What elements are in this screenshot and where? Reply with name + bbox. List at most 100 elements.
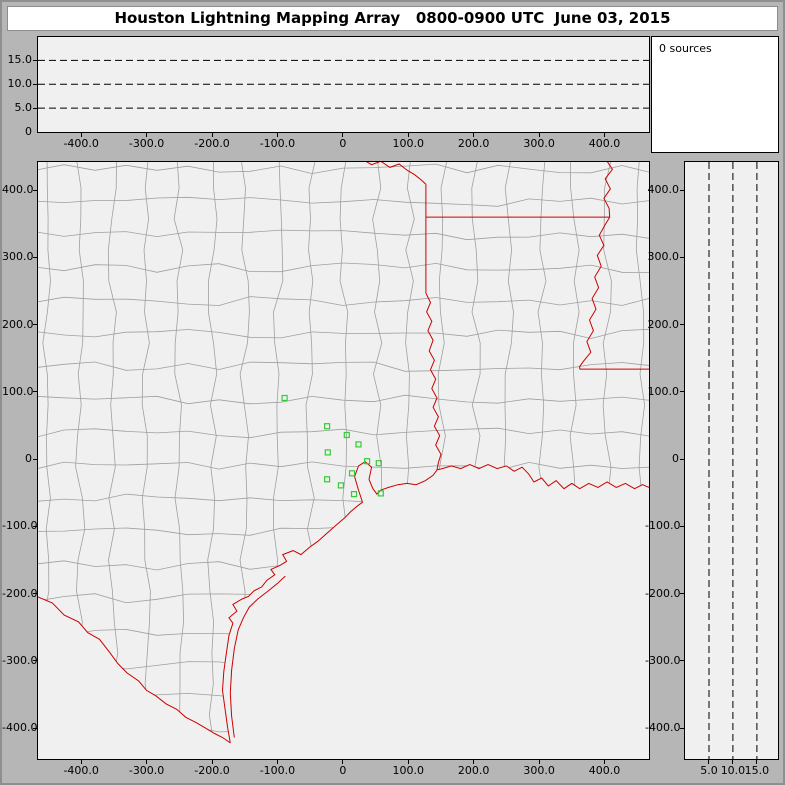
tick-label: 100.0 bbox=[392, 764, 425, 777]
tick-label: -100.0 bbox=[259, 764, 296, 777]
tick-label: 0 bbox=[25, 125, 32, 138]
state-borders bbox=[38, 162, 649, 744]
tick-mark bbox=[680, 727, 684, 729]
tick-mark bbox=[33, 256, 37, 258]
feature-mississippi-river bbox=[579, 162, 614, 370]
station-marker bbox=[324, 423, 331, 430]
tick-mark bbox=[604, 133, 606, 137]
sources-count: 0 sources bbox=[659, 42, 712, 55]
tick-label: 10.0 bbox=[720, 764, 746, 777]
tick-label: -300.0 bbox=[128, 137, 165, 150]
lma-stations bbox=[281, 394, 384, 498]
tick-mark bbox=[407, 133, 409, 137]
plan-view-plot[interactable] bbox=[38, 162, 649, 759]
page-title: Houston Lightning Mapping Array 0800-090… bbox=[7, 6, 778, 31]
tick-mark bbox=[680, 458, 684, 460]
tick-mark bbox=[538, 133, 540, 137]
tick-label: -300.0 bbox=[2, 653, 38, 667]
tick-label: -400.0 bbox=[645, 721, 681, 735]
tick-mark bbox=[732, 760, 734, 764]
station-marker bbox=[350, 491, 358, 498]
tick-mark bbox=[473, 133, 475, 137]
altitude-ns-panel bbox=[684, 161, 779, 760]
tick-label: 200.0 bbox=[647, 317, 680, 331]
tick-label: 5.0 bbox=[700, 764, 718, 777]
tick-mark bbox=[538, 760, 540, 764]
tick-mark bbox=[211, 133, 213, 137]
feature-sabine-river bbox=[425, 292, 442, 470]
tick-mark bbox=[33, 189, 37, 191]
tick-label: 200.0 bbox=[457, 137, 490, 150]
tick-mark bbox=[756, 760, 758, 764]
feature-coastline bbox=[221, 461, 649, 743]
tick-mark bbox=[33, 660, 37, 662]
tick-mark bbox=[80, 133, 82, 137]
station-marker bbox=[377, 490, 384, 497]
tick-label: 15.0 bbox=[7, 53, 33, 67]
tick-mark bbox=[33, 727, 37, 729]
tick-label: -100.0 bbox=[259, 137, 296, 150]
tick-mark bbox=[33, 458, 37, 460]
tick-mark bbox=[33, 525, 37, 527]
tick-label: -200.0 bbox=[2, 586, 38, 600]
station-marker bbox=[324, 476, 331, 483]
tick-label: -200.0 bbox=[645, 586, 681, 600]
tick-label: 0 bbox=[339, 137, 347, 150]
tick-mark bbox=[33, 391, 37, 393]
tick-mark bbox=[276, 760, 278, 764]
tick-label: 0 bbox=[339, 764, 347, 777]
tick-mark bbox=[473, 760, 475, 764]
tick-label: 0 bbox=[672, 452, 679, 466]
tick-mark bbox=[33, 593, 37, 595]
tick-label: 200.0 bbox=[457, 764, 490, 777]
tick-label: 5.0 bbox=[14, 101, 33, 115]
tick-mark bbox=[680, 525, 684, 527]
altitude-ew-panel bbox=[37, 36, 650, 133]
tick-label: 400.0 bbox=[2, 183, 34, 197]
tick-label: 300.0 bbox=[647, 250, 680, 264]
tick-mark bbox=[33, 107, 37, 109]
county-lines bbox=[38, 162, 649, 743]
tick-label: 400.0 bbox=[647, 183, 680, 197]
tick-label: 100.0 bbox=[392, 137, 425, 150]
tick-mark bbox=[276, 133, 278, 137]
tick-mark bbox=[680, 660, 684, 662]
tick-mark bbox=[33, 59, 37, 61]
tick-label: 100.0 bbox=[647, 384, 680, 398]
tick-label: -100.0 bbox=[645, 519, 681, 533]
station-marker bbox=[324, 449, 331, 456]
tick-mark bbox=[680, 391, 684, 393]
tick-mark bbox=[680, 256, 684, 258]
tick-label: 200.0 bbox=[2, 317, 34, 331]
tick-label: -400.0 bbox=[63, 137, 99, 150]
station-marker bbox=[343, 431, 350, 439]
tick-mark bbox=[708, 760, 710, 764]
tick-mark bbox=[146, 760, 148, 764]
tick-label: 10.0 bbox=[7, 77, 33, 91]
tick-label: 300.0 bbox=[523, 764, 555, 777]
plan-view-panel bbox=[37, 161, 650, 760]
station-marker bbox=[375, 460, 382, 467]
station-marker bbox=[281, 394, 288, 402]
station-marker bbox=[364, 458, 371, 465]
station-marker bbox=[355, 441, 362, 448]
tick-mark bbox=[33, 324, 37, 326]
tick-mark bbox=[146, 133, 148, 137]
tick-label: -300.0 bbox=[128, 764, 165, 777]
station-marker bbox=[348, 470, 356, 477]
feature-padre-island bbox=[229, 575, 286, 738]
tick-label: 400.0 bbox=[588, 137, 621, 150]
altitude-ew-plot[interactable] bbox=[38, 37, 649, 132]
altitude-ns-plot[interactable] bbox=[685, 162, 778, 759]
tick-mark bbox=[211, 760, 213, 764]
tick-label: 400.0 bbox=[588, 764, 621, 777]
tick-label: 100.0 bbox=[2, 384, 34, 398]
station-marker bbox=[337, 482, 344, 489]
tick-mark bbox=[680, 324, 684, 326]
tick-mark bbox=[680, 189, 684, 191]
tick-label: -300.0 bbox=[645, 653, 681, 667]
tick-mark bbox=[342, 133, 344, 137]
tick-label: -100.0 bbox=[2, 519, 38, 533]
tick-mark bbox=[342, 760, 344, 764]
tick-label: -400.0 bbox=[2, 721, 38, 735]
